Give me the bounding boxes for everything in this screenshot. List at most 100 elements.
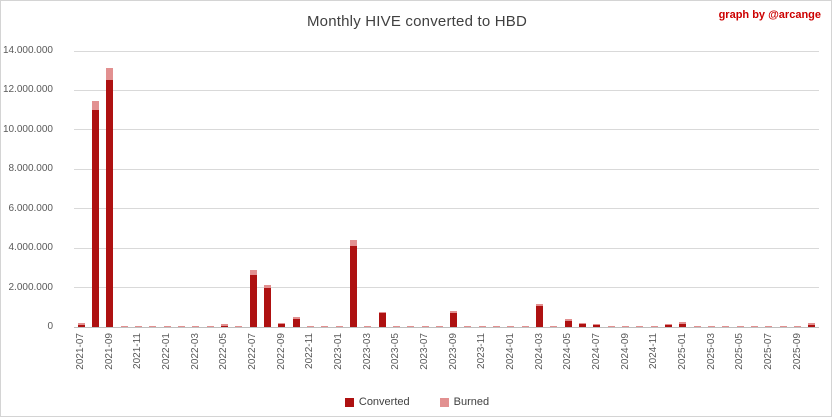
- bar-2022-12: [321, 325, 329, 327]
- bar-2023-03: [364, 325, 372, 327]
- bar-2023-10: [464, 325, 472, 327]
- converted-segment: [91, 110, 99, 327]
- burned-segment: [693, 325, 701, 327]
- bar-2024-09: [622, 325, 630, 327]
- bar-2021-08: [91, 100, 99, 327]
- burned-segment: [263, 284, 271, 288]
- y-tick-label: 12.000.000: [2, 84, 53, 96]
- x-tick-label: 2025-05: [734, 333, 746, 370]
- burned-segment: [306, 325, 314, 327]
- bar-2025-04: [722, 325, 730, 327]
- burned-segment: [751, 325, 759, 327]
- bar-2025-01: [679, 322, 687, 327]
- x-tick-label: 2023-01: [333, 333, 345, 370]
- bar-2024-04: [550, 325, 558, 327]
- burned-segment: [235, 325, 243, 327]
- bar-2023-09: [450, 311, 458, 327]
- bar-2022-08: [263, 284, 271, 327]
- burned-segment: [349, 240, 357, 247]
- burned-segment: [464, 325, 472, 327]
- bar-2025-03: [708, 325, 716, 327]
- gridline: [74, 168, 819, 170]
- bar-2025-07: [765, 325, 773, 327]
- x-tick-label: 2024-11: [648, 333, 660, 369]
- burned-segment: [407, 325, 415, 327]
- burned-segment: [292, 317, 300, 319]
- bar-2022-07: [249, 269, 257, 327]
- x-tick-label: 2021-09: [103, 333, 115, 370]
- burned-segment: [679, 322, 687, 324]
- x-tick-label: 2025-01: [676, 333, 688, 370]
- x-tick-label: 2021-07: [75, 333, 87, 370]
- burned-segment: [278, 322, 286, 325]
- bar-2025-02: [693, 325, 701, 327]
- bar-2024-12: [665, 323, 673, 327]
- burned-segment: [794, 325, 801, 327]
- x-tick-label: 2024-03: [533, 333, 545, 370]
- y-tick-label: 2.000.000: [8, 281, 54, 293]
- legend-label-burned: Burned: [453, 396, 490, 408]
- bar-2023-08: [435, 325, 443, 327]
- x-tick-label: 2022-05: [218, 333, 230, 370]
- bar-2025-06: [751, 325, 759, 327]
- burned-segment: [249, 269, 257, 275]
- burned-segment: [177, 325, 185, 327]
- legend-label-converted: Converted: [358, 396, 410, 408]
- x-tick-label: 2022-01: [161, 333, 173, 370]
- bar-2024-02: [521, 325, 529, 327]
- burned-segment: [450, 311, 458, 313]
- burned-segment: [650, 325, 658, 327]
- x-tick-label: 2025-03: [705, 333, 717, 370]
- burned-segment: [708, 325, 716, 327]
- x-tick-label: 2025-07: [762, 333, 774, 370]
- burned-segment: [392, 325, 400, 327]
- burned-segment: [779, 325, 787, 327]
- burned-segment: [579, 322, 587, 325]
- chart-title: Monthly HIVE converted to HBD: [306, 13, 528, 30]
- gridline: [74, 208, 819, 210]
- burned-segment: [593, 323, 601, 326]
- x-tick-label: 2023-03: [361, 333, 373, 370]
- gridline: [74, 247, 819, 249]
- gridline: [74, 50, 819, 52]
- burned-segment: [421, 325, 429, 327]
- bar-2023-07: [421, 325, 429, 327]
- bar-2022-03: [192, 325, 200, 327]
- x-tick-label: 2022-11: [304, 333, 316, 369]
- y-tick-label: 8.000.000: [8, 163, 54, 175]
- bar-2024-11: [650, 325, 658, 327]
- legend-item-burned: Burned: [439, 396, 490, 408]
- converted-segment: [536, 305, 544, 327]
- converted-segment: [450, 312, 458, 327]
- converted-segment: [593, 325, 601, 327]
- burned-segment: [765, 325, 773, 327]
- burned-segment: [120, 325, 128, 327]
- credit-text: graph by @arcange: [718, 9, 821, 21]
- bar-2023-02: [349, 240, 357, 327]
- burned-segment: [521, 325, 529, 327]
- burned-segment: [550, 325, 558, 327]
- x-tick-label: 2023-05: [390, 333, 402, 370]
- burned-segment: [106, 67, 114, 80]
- burned-segment: [808, 323, 816, 325]
- burned-segment: [507, 325, 515, 327]
- converted-segment: [378, 313, 386, 327]
- bar-2024-05: [564, 319, 572, 327]
- bar-2021-10: [120, 325, 128, 327]
- x-tick-label: 2024-07: [590, 333, 602, 370]
- bar-2025-10: [808, 323, 816, 327]
- burned-segment: [665, 323, 673, 326]
- burned-segment: [536, 303, 544, 306]
- burned-segment: [636, 325, 644, 327]
- bar-2021-07: [77, 323, 85, 327]
- x-tick-label: 2022-03: [189, 333, 201, 370]
- burned-segment: [335, 325, 343, 327]
- legend-swatch-converted: [344, 397, 354, 407]
- x-tick-label: 2023-09: [447, 333, 459, 370]
- bar-2024-06: [579, 322, 587, 327]
- bar-2022-02: [177, 325, 185, 327]
- bar-2022-05: [220, 324, 228, 327]
- converted-segment: [263, 287, 271, 327]
- bar-2022-10: [292, 317, 300, 327]
- bar-2022-04: [206, 325, 214, 327]
